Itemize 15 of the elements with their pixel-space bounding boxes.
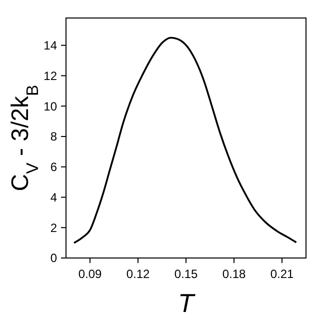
y-tick-label: 14 [44, 38, 58, 53]
y-tick-label: 6 [50, 160, 58, 174]
x-tick-label: 0.09 [78, 267, 102, 281]
x-tick-label: 0.21 [270, 267, 294, 281]
y-tick-label: 12 [44, 68, 58, 83]
x-tick-label: 0.12 [126, 267, 150, 281]
y-tick-label: 10 [44, 99, 58, 114]
x-axis-title: T [178, 288, 196, 318]
line-series [73, 36, 298, 244]
y-tick-label: 0 [50, 251, 58, 266]
x-tick-label: 0.15 [174, 267, 198, 281]
y-tick-label: 2 [50, 220, 58, 235]
y-tick-label: 4 [50, 190, 58, 204]
x-tick-label: 0.18 [222, 267, 246, 281]
y-tick-label: 8 [50, 130, 58, 144]
